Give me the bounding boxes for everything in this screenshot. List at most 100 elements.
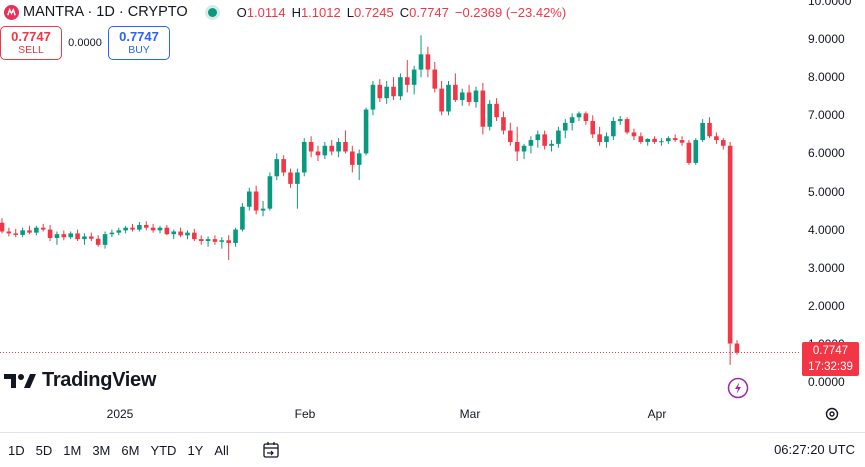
candle	[631, 128, 637, 141]
ohlc-o: O1.0114	[236, 4, 286, 20]
price-axis[interactable]: 10.0000 9.0000 8.0000 7.0000 6.0000 5.0000 4.0…	[800, 0, 865, 400]
flash-icon[interactable]	[727, 377, 749, 399]
last-price-label: 0.7747 17:32:39	[802, 342, 859, 376]
candle	[137, 221, 142, 232]
symbol-title[interactable]: MANTRA · 1D · CRYPTO	[23, 4, 188, 20]
candle	[109, 229, 115, 238]
timeframe-button[interactable]: 6M	[121, 442, 140, 458]
sell-button[interactable]: 0.7747 SELL	[0, 26, 62, 60]
candle	[370, 81, 376, 116]
candle	[178, 227, 183, 238]
candle	[576, 111, 582, 122]
price-tick-label: 0.0000	[808, 375, 845, 389]
buy-price: 0.7747	[119, 28, 159, 44]
candle	[40, 223, 46, 232]
candle	[521, 143, 527, 160]
candle	[301, 138, 307, 177]
price-change: −0.2369 (−23.42%)	[454, 4, 567, 20]
candle	[494, 98, 499, 122]
tradingview-wordmark: TradingView	[42, 369, 157, 391]
price-tick-label: 7.0000	[808, 108, 845, 123]
candle	[597, 126, 602, 146]
candle	[569, 113, 575, 131]
candle	[350, 145, 355, 173]
candle	[150, 223, 156, 233]
price-chart[interactable]	[0, 0, 800, 400]
timeframe-button[interactable]: 1M	[63, 442, 82, 458]
candle	[20, 227, 25, 238]
timeframe-button[interactable]: 3M	[92, 442, 111, 458]
candle	[453, 73, 458, 102]
candle	[384, 81, 389, 104]
candle	[473, 86, 479, 108]
candle	[549, 140, 554, 152]
candle	[54, 231, 60, 245]
timeframe-button[interactable]: All	[214, 442, 229, 458]
candle	[480, 82, 486, 135]
candle	[624, 117, 630, 135]
candle	[425, 46, 431, 78]
candle	[404, 60, 410, 93]
candle	[617, 116, 623, 125]
candle	[212, 235, 218, 245]
candle	[61, 230, 67, 241]
ohlc-h: H1.1012	[291, 4, 341, 20]
candle	[102, 231, 108, 249]
candle	[398, 73, 403, 101]
candle	[343, 130, 348, 154]
candle	[508, 122, 513, 146]
candle	[411, 65, 417, 95]
ohlc-values: O1.0114 H1.1012 L0.7245 C0.7747	[237, 5, 449, 20]
candle	[535, 130, 541, 148]
timeframe-button[interactable]: 1D	[8, 442, 25, 458]
ohlc-l: L0.7245	[346, 4, 394, 20]
candle	[27, 225, 32, 235]
candle	[336, 138, 341, 158]
timeframe-button[interactable]: 1Y	[187, 442, 204, 458]
candle	[185, 230, 190, 240]
timeframe-button[interactable]: YTD	[150, 442, 177, 458]
candle	[377, 79, 383, 102]
date-range-calendar-icon[interactable]	[261, 440, 281, 460]
candle	[652, 136, 657, 144]
last-price-value: 0.7747	[812, 345, 849, 357]
utc-clock[interactable]: 06:27:20 UTC	[774, 442, 855, 457]
candle	[88, 232, 94, 242]
candle	[645, 138, 651, 146]
candle	[356, 149, 362, 181]
candle	[13, 228, 19, 238]
candle	[192, 228, 197, 242]
tradingview-logo[interactable]: TradingView	[4, 369, 156, 392]
candle	[439, 81, 444, 116]
buy-button[interactable]: 0.7747 BUY	[108, 26, 170, 60]
buy-label: BUY	[128, 43, 150, 56]
candle	[432, 61, 438, 93]
candle	[308, 136, 314, 158]
candle	[226, 235, 231, 261]
candle	[198, 235, 204, 245]
candle	[487, 100, 493, 131]
ohlc-c: C0.7747	[399, 4, 449, 20]
candle	[267, 172, 273, 211]
candle	[391, 77, 396, 101]
candle	[157, 225, 163, 234]
time-tick-label: Apr	[647, 407, 667, 421]
time-axis[interactable]: 2025 Feb Mar Apr	[0, 400, 800, 430]
timeframe-button[interactable]: 5D	[35, 442, 53, 458]
chart-settings-gear-icon[interactable]	[824, 406, 840, 422]
candle	[171, 229, 177, 240]
candle	[693, 138, 699, 165]
candle	[68, 231, 73, 240]
candle	[205, 236, 211, 247]
candle	[528, 136, 534, 154]
candle	[47, 225, 53, 242]
candle	[295, 168, 300, 209]
candle	[95, 235, 101, 247]
candle	[727, 141, 733, 365]
candle	[501, 111, 506, 135]
candle	[734, 340, 740, 355]
time-tick-label: 2025	[106, 407, 134, 421]
candle	[123, 225, 128, 234]
price-tick-label: 10.0000	[808, 0, 852, 8]
price-tick-label: 9.0000	[808, 32, 845, 47]
